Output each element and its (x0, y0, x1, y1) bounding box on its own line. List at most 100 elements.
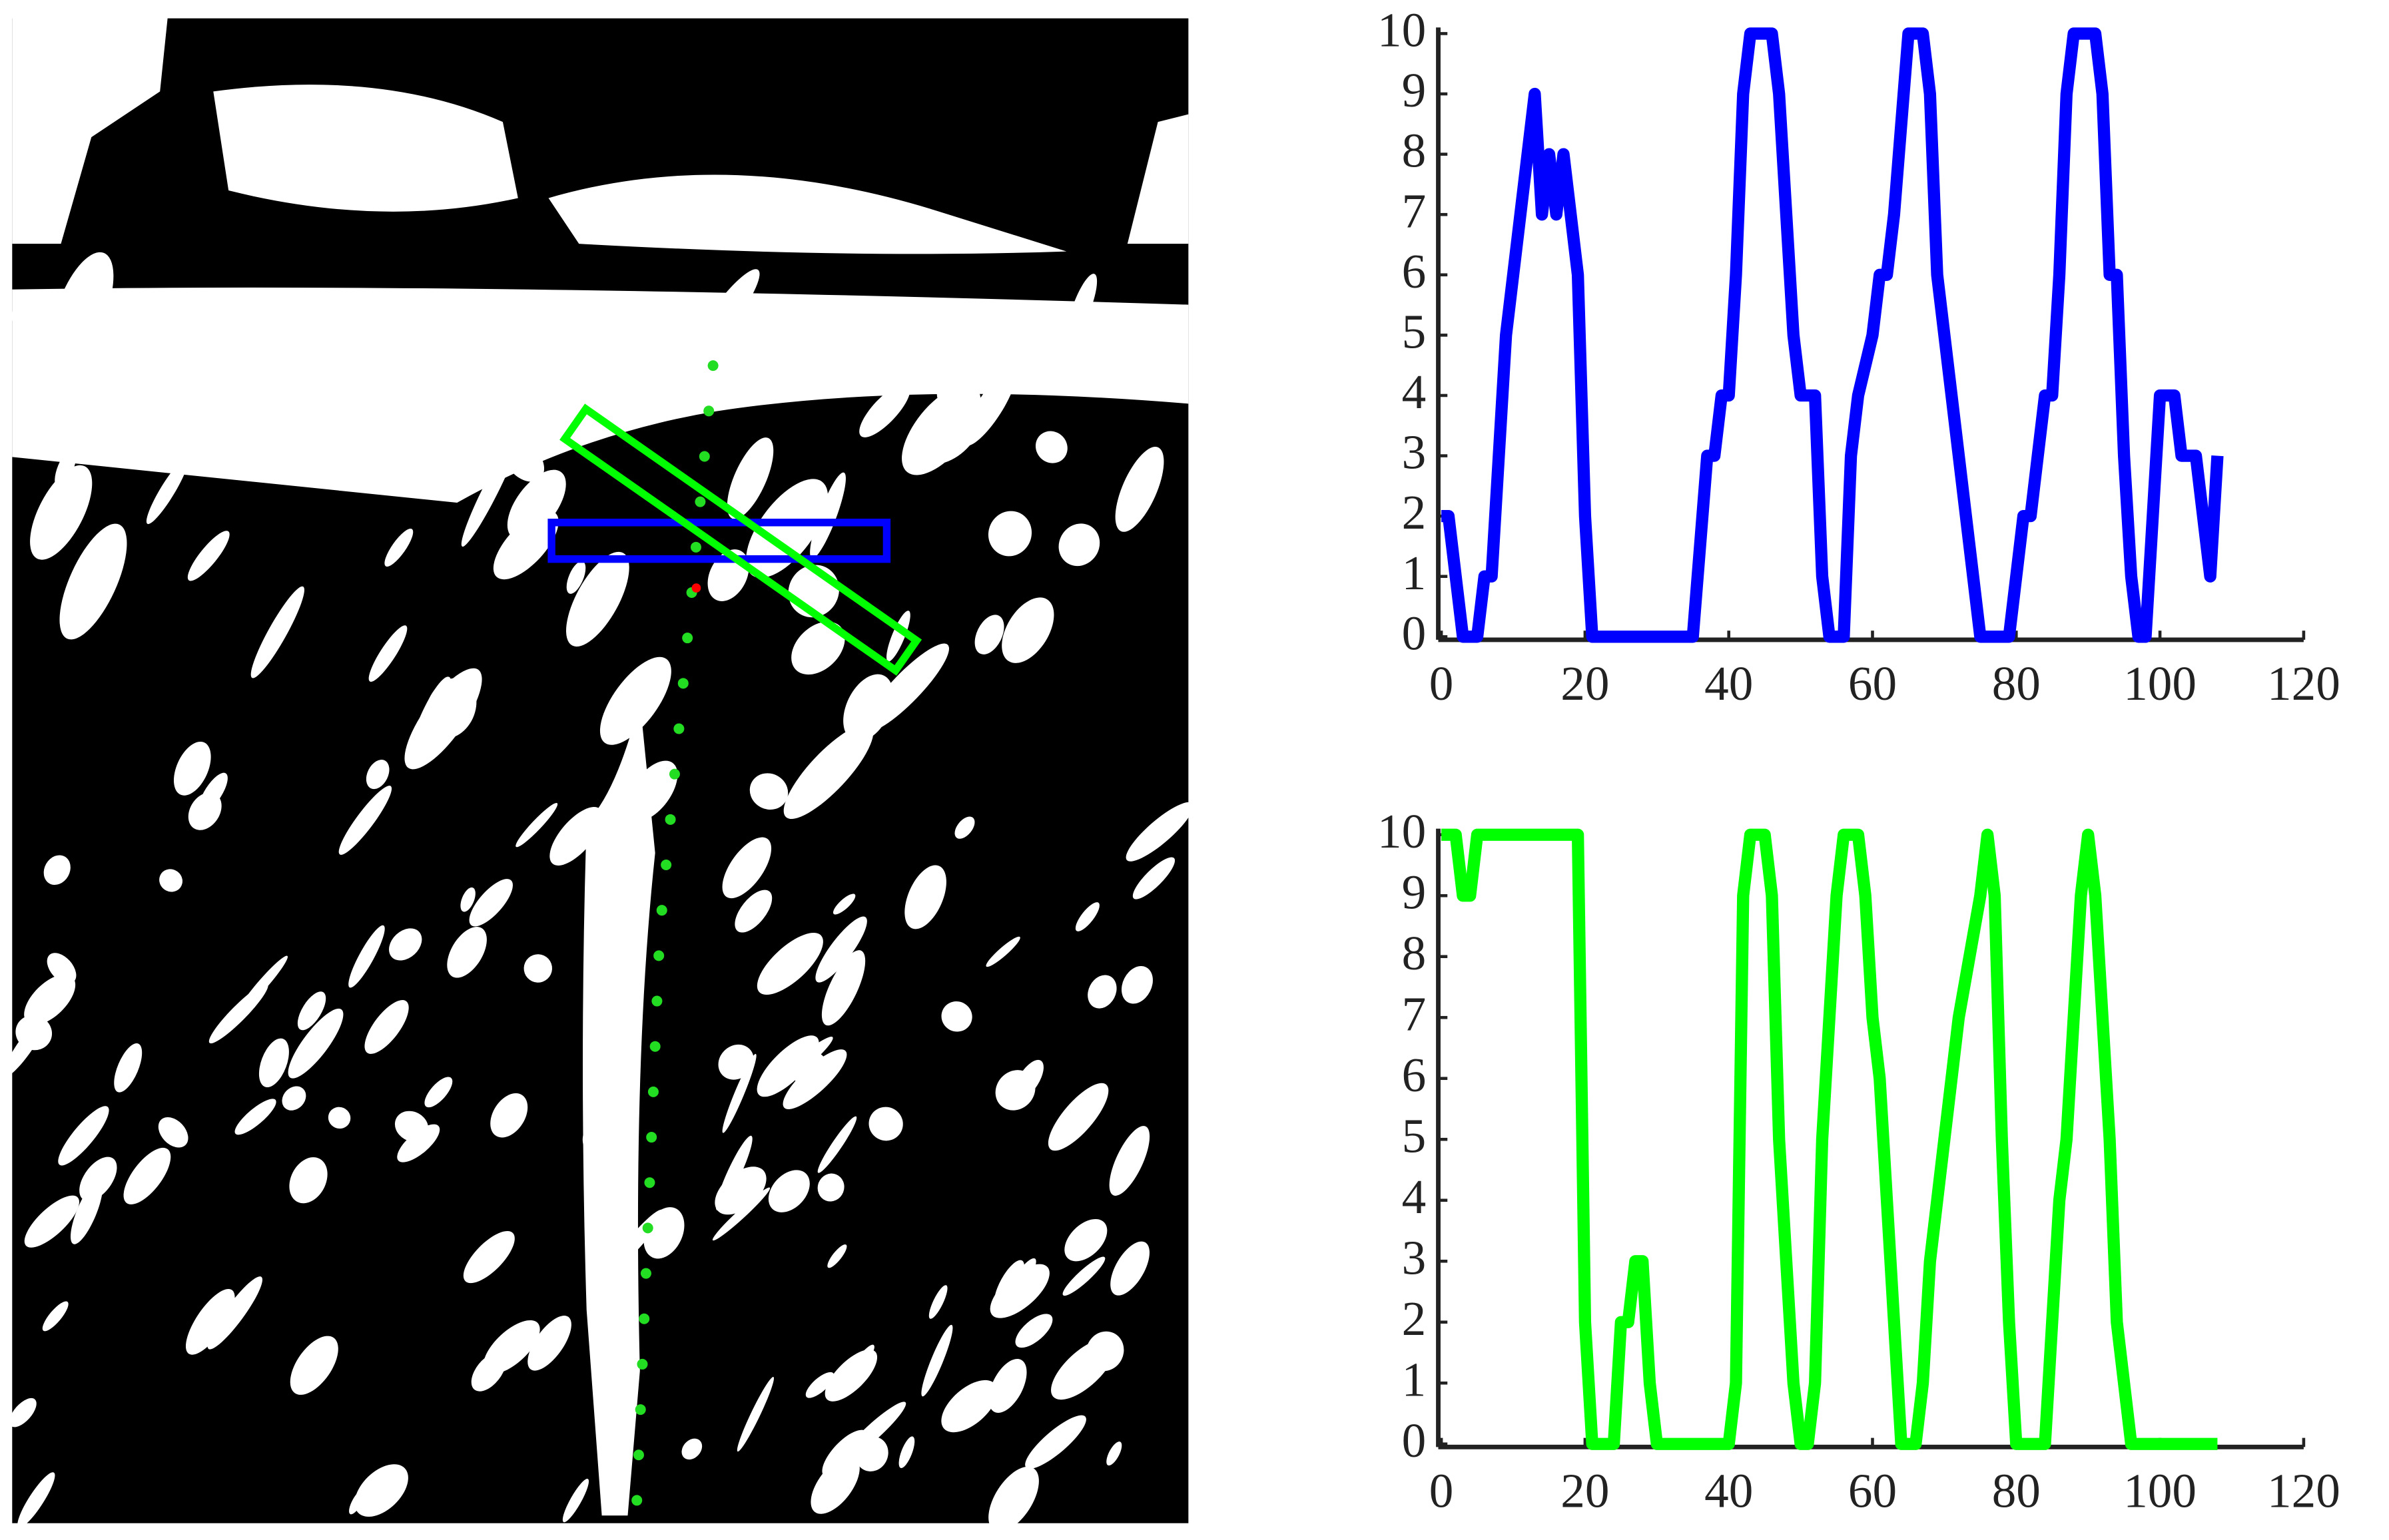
image-blob (146, 457, 188, 525)
image-blob (995, 1070, 1036, 1111)
image-blob (187, 531, 230, 581)
x-tick-label: 20 (1560, 656, 1609, 710)
y-tick-label: 1 (1402, 546, 1427, 600)
image-blob (681, 1438, 703, 1460)
image-blob (746, 479, 829, 578)
y-tick-label: 8 (1402, 124, 1427, 178)
image-blob (483, 1320, 540, 1374)
x-tick-label: 20 (1560, 1463, 1609, 1517)
image-blob (811, 1456, 860, 1514)
y-tick-label: 6 (1402, 244, 1427, 298)
image-blob (1132, 857, 1176, 899)
image-blob (30, 465, 93, 560)
image-blob (712, 1187, 771, 1241)
image-blob (783, 1049, 847, 1109)
image-blob (1064, 1218, 1108, 1262)
image-blob (626, 760, 678, 822)
track-dot (665, 814, 676, 825)
image-blob (1002, 597, 1054, 663)
x-tick-label: 40 (1704, 656, 1753, 710)
image-blob (817, 1173, 845, 1202)
image-blob (817, 1116, 857, 1173)
image-blob (1025, 1415, 1086, 1469)
image-blob (24, 1195, 79, 1248)
track-dot (699, 451, 710, 462)
x-tick-label: 60 (1848, 1463, 1897, 1517)
image-blob (338, 786, 392, 855)
image-blob (366, 760, 390, 790)
image-blob (409, 676, 452, 762)
image-blob (722, 837, 772, 899)
track-dot (661, 860, 672, 871)
image-blob (297, 991, 326, 1031)
image-blob (1062, 1256, 1106, 1296)
image-blob (974, 615, 1004, 654)
image-blob (189, 360, 249, 437)
image-blob (954, 816, 975, 839)
image-blob (898, 1436, 915, 1468)
image-blob (941, 1380, 998, 1433)
image-blob (288, 1008, 344, 1079)
track-dot (647, 1086, 659, 1097)
image-blob (368, 625, 408, 682)
image-blob (962, 368, 1016, 446)
image-blob (749, 773, 789, 810)
image-blob (735, 890, 773, 933)
image-blob (43, 855, 71, 886)
track-dot (690, 541, 701, 553)
x-tick-label: 120 (2267, 1463, 2340, 1517)
track-dot (649, 1041, 661, 1052)
y-tick-label: 8 (1402, 926, 1427, 980)
image-blob (1109, 1126, 1150, 1196)
image-blob (469, 879, 513, 927)
image-blob (523, 954, 552, 983)
image-blob (757, 1035, 819, 1097)
image-blob (549, 807, 603, 866)
image-top-blob (12, 18, 168, 244)
image-blob (394, 355, 474, 445)
y-tick-label: 6 (1402, 1048, 1427, 1102)
track-dot (707, 360, 719, 372)
y-tick-label: 1 (1402, 1352, 1427, 1406)
image-blob (59, 523, 127, 640)
y-tick-label: 10 (1377, 804, 1426, 858)
track-dot (669, 768, 680, 780)
image-blob (591, 772, 625, 851)
image-blob (810, 472, 846, 559)
image-blob (250, 586, 304, 678)
track-dot (646, 1132, 657, 1143)
x-tick-label: 80 (1992, 656, 2041, 710)
image-blob (921, 1324, 953, 1397)
image-blob (693, 269, 760, 354)
x-tick-label: 100 (2123, 656, 2197, 710)
image-blob (833, 894, 856, 915)
track-dot (695, 496, 706, 507)
image-blob (599, 656, 671, 745)
track-dot (633, 1449, 644, 1461)
image-blob (859, 384, 910, 437)
image-blob (1115, 446, 1164, 532)
image-blob (757, 932, 823, 995)
image-blob (566, 561, 586, 594)
image-blob (904, 865, 946, 929)
image-blob (444, 292, 498, 348)
image-blob (424, 1077, 453, 1108)
track-dot (637, 1358, 648, 1370)
image-blob (1089, 355, 1120, 397)
image-top-blob (548, 174, 1067, 254)
image-blob (821, 950, 866, 1026)
image-bright-band (12, 287, 1189, 503)
y-tick-label: 2 (1402, 1292, 1427, 1346)
binary-image (3, 18, 1194, 1532)
image-blob (173, 741, 211, 796)
image-blob (70, 1180, 103, 1244)
image-blob (9, 1398, 37, 1427)
image-blob (354, 1464, 408, 1517)
image-blob (58, 1106, 109, 1166)
image-blob (936, 332, 996, 403)
track-dot (651, 995, 663, 1007)
track-dot (644, 1177, 655, 1188)
image-blob (827, 1244, 847, 1268)
image-blob (825, 1349, 878, 1402)
